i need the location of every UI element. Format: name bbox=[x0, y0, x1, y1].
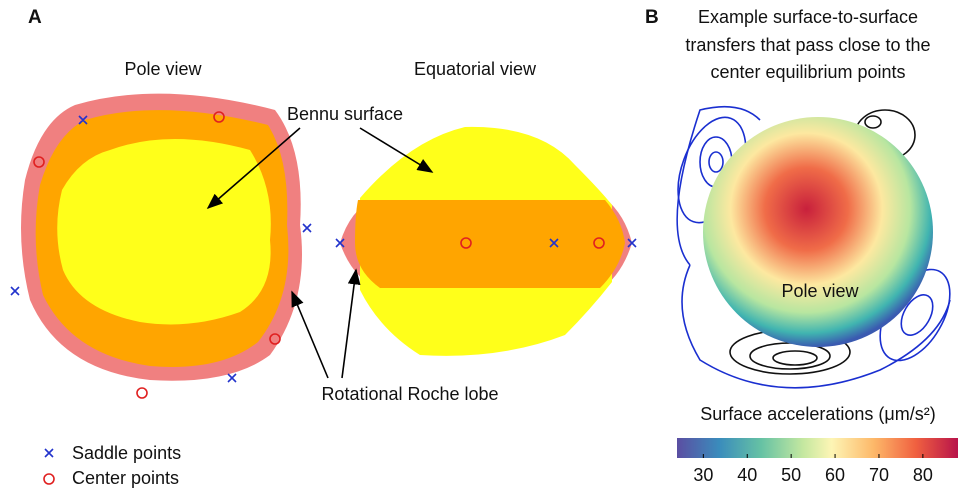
panel-label: A bbox=[28, 7, 42, 28]
colorbar-tick-label: 30 bbox=[693, 465, 713, 485]
colorbar-tick-label: 60 bbox=[825, 465, 845, 485]
colorbar-tick-label: 80 bbox=[913, 465, 933, 485]
panel-label: B bbox=[645, 7, 659, 28]
colorbar-tick-label: 40 bbox=[737, 465, 757, 485]
panel-title: center equilibrium points bbox=[710, 62, 905, 82]
legend-marker bbox=[44, 448, 54, 458]
equatorial-view-shape bbox=[340, 126, 632, 356]
arrow bbox=[359, 127, 434, 173]
asteroid-sphere bbox=[703, 117, 933, 347]
saddle-markers bbox=[10, 115, 637, 383]
pole-view-shape bbox=[21, 93, 302, 381]
annotation: Rotational Roche lobe bbox=[321, 384, 498, 404]
colorbar-tick-label: 70 bbox=[869, 465, 889, 485]
annotation: Bennu surface bbox=[287, 104, 403, 124]
legend-label: Center points bbox=[72, 468, 179, 488]
center-markers bbox=[33, 111, 605, 399]
arrow bbox=[291, 290, 329, 379]
colorbar bbox=[677, 438, 958, 458]
legend-label: Saddle points bbox=[72, 443, 181, 463]
legend-marker bbox=[43, 473, 55, 485]
arrow bbox=[341, 268, 361, 379]
view-title: Pole view bbox=[124, 59, 202, 79]
colorbar-label: Surface accelerations (μm/s²) bbox=[700, 404, 935, 424]
panel-title: transfers that pass close to the bbox=[685, 35, 930, 55]
view-title: Equatorial view bbox=[414, 59, 537, 79]
arrow bbox=[206, 127, 301, 210]
panel-title: Example surface-to-surface bbox=[698, 7, 918, 27]
view-title: Pole view bbox=[781, 281, 859, 301]
colorbar-tick-label: 50 bbox=[781, 465, 801, 485]
